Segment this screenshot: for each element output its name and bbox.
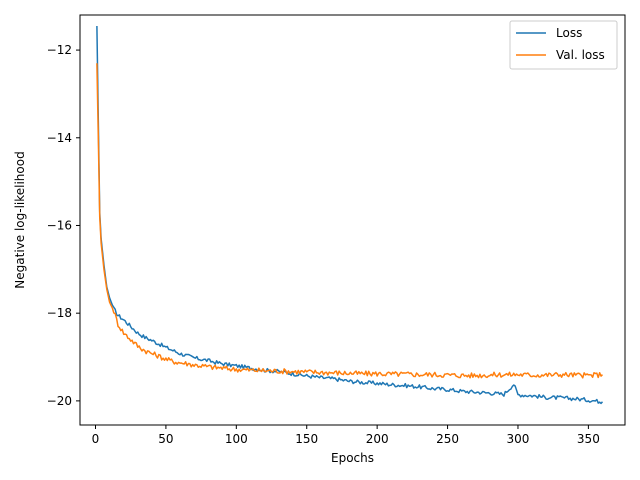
x-tick-label: 350 xyxy=(577,432,600,446)
x-tick-label: 100 xyxy=(225,432,248,446)
x-tick-label: 250 xyxy=(436,432,459,446)
series-line-val-loss xyxy=(96,63,604,379)
legend-label-val-loss: Val. loss xyxy=(556,48,605,62)
series-line-loss xyxy=(96,25,604,405)
x-tick-label: 150 xyxy=(295,432,318,446)
legend-label-loss: Loss xyxy=(556,26,582,40)
y-tick-label: −18 xyxy=(47,306,72,320)
x-tick-label: 50 xyxy=(158,432,173,446)
x-tick-label: 300 xyxy=(507,432,530,446)
x-axis-ticks: 0 50 100 150 200 250 300 350 xyxy=(92,425,600,446)
y-tick-label: −20 xyxy=(47,394,72,408)
y-tick-label: −14 xyxy=(47,131,72,145)
x-tick-label: 0 xyxy=(92,432,100,446)
y-tick-label: −12 xyxy=(47,43,72,57)
y-tick-label: −16 xyxy=(47,218,72,232)
x-axis-label: Epochs xyxy=(331,451,374,465)
series-layer xyxy=(96,25,604,405)
y-axis-ticks: −20 −18 −16 −14 −12 xyxy=(47,43,80,408)
x-tick-label: 200 xyxy=(366,432,389,446)
legend: Loss Val. loss xyxy=(509,20,618,70)
y-axis-label: Negative log-likelihood xyxy=(13,151,27,288)
plot-frame xyxy=(79,14,626,426)
